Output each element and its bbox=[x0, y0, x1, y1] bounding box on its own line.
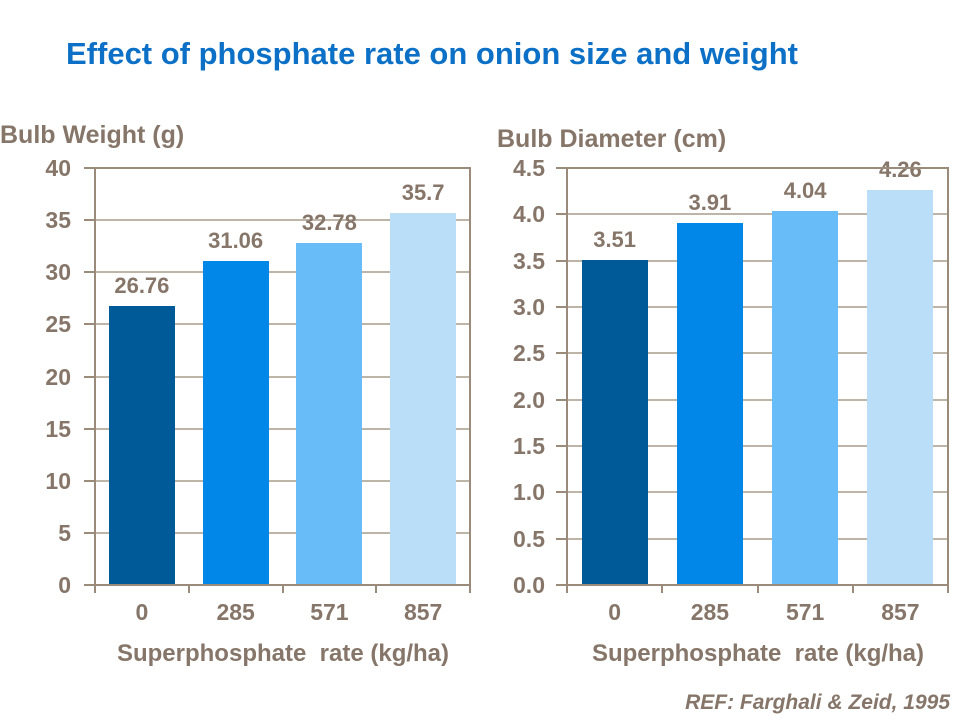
gridline bbox=[567, 537, 948, 540]
y-tick-label: 20 bbox=[45, 363, 71, 390]
y-tick-mark bbox=[556, 491, 567, 494]
bar bbox=[772, 210, 839, 585]
y-tick-mark bbox=[84, 219, 95, 222]
y-tick-mark bbox=[84, 271, 95, 274]
y-tick-label: 15 bbox=[45, 415, 71, 442]
x-category-label: 857 bbox=[403, 599, 443, 625]
y-tick-label: 25 bbox=[45, 311, 71, 338]
y-tick-label: 10 bbox=[45, 467, 71, 494]
x-tick-mark bbox=[851, 586, 854, 593]
y-tick-mark bbox=[556, 352, 567, 355]
y-tick-label: 40 bbox=[45, 155, 71, 181]
gridline bbox=[567, 259, 948, 262]
y-tick-mark bbox=[556, 306, 567, 308]
bar bbox=[296, 243, 363, 585]
x-tick-mark bbox=[469, 586, 471, 593]
y-tick-label: 0.0 bbox=[513, 572, 545, 598]
y-tick-label: 2.0 bbox=[513, 386, 545, 413]
plot-area-border bbox=[566, 167, 949, 586]
gridline bbox=[567, 213, 948, 216]
y-tick-label: 4.0 bbox=[513, 201, 545, 228]
y-tick-label: 30 bbox=[45, 259, 71, 286]
y-tick-mark bbox=[556, 445, 567, 447]
bar-value-label: 31.06 bbox=[208, 228, 264, 254]
y-tick-mark bbox=[84, 479, 95, 482]
x-category-label: 0 bbox=[135, 599, 149, 625]
bar-value-label: 26.76 bbox=[114, 273, 170, 299]
y-tick-label: 4.5 bbox=[513, 155, 545, 181]
gridline bbox=[567, 352, 948, 355]
y-tick-label: 1.5 bbox=[513, 433, 545, 459]
gridline bbox=[95, 479, 470, 482]
y-tick-mark bbox=[84, 427, 95, 430]
y-tick-label: 3.5 bbox=[513, 247, 545, 274]
bar-value-label: 3.51 bbox=[593, 226, 637, 252]
slide-title: Effect of phosphate rate on onion size a… bbox=[66, 36, 798, 71]
y-tick-mark bbox=[84, 323, 95, 326]
bar bbox=[867, 190, 934, 585]
y-tick-mark bbox=[556, 167, 567, 169]
y-tick-mark bbox=[556, 259, 567, 262]
x-axis-title: Superphosphate rate (kg/ha) bbox=[116, 640, 450, 667]
y-tick-label: 2.5 bbox=[513, 340, 545, 367]
chart-title: Bulb Weight (g) bbox=[0, 121, 185, 149]
x-category-label: 857 bbox=[881, 599, 920, 625]
y-tick-mark bbox=[84, 375, 95, 378]
y-tick-label: 0 bbox=[58, 572, 71, 598]
gridline bbox=[567, 398, 948, 401]
y-tick-mark bbox=[84, 584, 95, 586]
y-tick-label: 35 bbox=[45, 207, 71, 234]
y-tick-mark bbox=[84, 531, 95, 534]
y-tick-mark bbox=[556, 537, 567, 540]
y-tick-mark bbox=[84, 167, 95, 169]
plot-area-border bbox=[94, 167, 471, 586]
x-tick-mark bbox=[661, 586, 664, 593]
x-tick-mark bbox=[947, 586, 949, 593]
y-tick-mark bbox=[556, 584, 567, 586]
x-tick-mark bbox=[187, 586, 190, 593]
x-category-label: 285 bbox=[690, 599, 730, 625]
reference-citation: REF: Farghali & Zeid, 1995 bbox=[685, 691, 950, 714]
y-tick-label: 3.0 bbox=[513, 294, 545, 320]
y-tick-label: 0.5 bbox=[513, 525, 545, 552]
x-category-label: 571 bbox=[310, 599, 349, 625]
gridline bbox=[567, 445, 948, 447]
x-tick-mark bbox=[566, 586, 568, 593]
y-tick-label: 1.0 bbox=[513, 479, 545, 506]
bar-value-label: 32.78 bbox=[301, 210, 357, 236]
y-tick-mark bbox=[556, 213, 567, 216]
x-tick-mark bbox=[94, 586, 96, 593]
bar-value-label: 35.7 bbox=[401, 179, 445, 205]
gridline bbox=[95, 219, 470, 222]
bar bbox=[108, 306, 175, 585]
x-axis-title: Superphosphate rate (kg/ha) bbox=[591, 640, 925, 667]
x-tick-mark bbox=[281, 586, 284, 593]
bar bbox=[390, 212, 457, 585]
bar-value-label: 4.26 bbox=[878, 157, 922, 183]
bar-value-label: 4.04 bbox=[783, 177, 827, 203]
gridline bbox=[567, 306, 948, 308]
x-category-label: 571 bbox=[785, 599, 825, 625]
y-tick-mark bbox=[556, 398, 567, 401]
chart-title: Bulb Diameter (cm) bbox=[497, 125, 727, 153]
x-category-label: 285 bbox=[216, 599, 255, 625]
gridline bbox=[95, 323, 470, 326]
gridline bbox=[95, 427, 470, 430]
bar bbox=[202, 261, 269, 585]
y-tick-label: 5 bbox=[58, 519, 71, 546]
gridline bbox=[95, 271, 470, 274]
x-tick-mark bbox=[375, 586, 378, 593]
gridline bbox=[95, 375, 470, 378]
gridline bbox=[95, 531, 470, 534]
x-category-label: 0 bbox=[608, 599, 622, 625]
gridline bbox=[567, 491, 948, 494]
x-tick-mark bbox=[756, 586, 759, 593]
bar-value-label: 3.91 bbox=[688, 189, 732, 215]
bar bbox=[581, 259, 648, 585]
bar bbox=[676, 222, 743, 585]
